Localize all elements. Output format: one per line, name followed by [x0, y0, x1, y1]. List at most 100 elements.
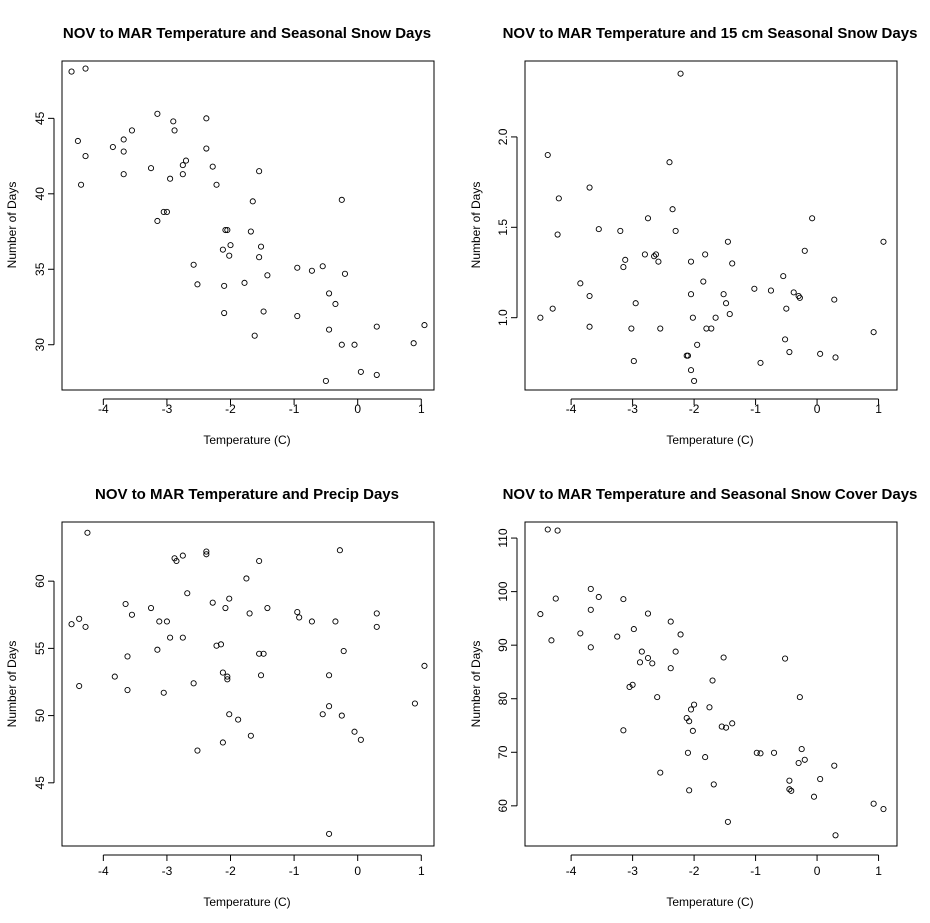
data-point [351, 728, 358, 735]
x-tick-label: 1 [875, 402, 882, 416]
x-tick-label: -1 [289, 864, 300, 878]
data-point [128, 127, 135, 134]
data-point [720, 291, 727, 298]
y-tick-label: 60 [496, 799, 510, 813]
data-point [326, 290, 333, 297]
data-point [817, 350, 824, 357]
data-point [783, 305, 790, 312]
data-point [689, 314, 696, 321]
data-point [160, 208, 167, 215]
data-point [706, 704, 713, 711]
data-point [257, 243, 265, 250]
data-point [702, 251, 709, 258]
data-point [78, 181, 85, 188]
y-tick-label: 1.0 [496, 309, 510, 326]
data-point [256, 254, 263, 261]
data-point [537, 611, 544, 618]
data-point [657, 769, 664, 776]
data-point [319, 263, 326, 270]
panel-title: NOV to MAR Temperature and Seasonal Snow… [503, 486, 918, 503]
data-point [219, 669, 226, 676]
data-point [82, 65, 89, 72]
x-axis-label: Temperature (C) [203, 433, 290, 447]
data-point [332, 300, 339, 308]
data-point [687, 706, 695, 713]
data-point [160, 689, 167, 696]
data-point [76, 682, 83, 690]
data-point [687, 291, 695, 298]
data-point [726, 311, 733, 318]
data-point [410, 340, 417, 347]
data-point [666, 159, 673, 166]
data-point [614, 633, 621, 640]
data-point [729, 720, 736, 727]
data-point [221, 309, 228, 317]
y-tick-label: 70 [496, 745, 510, 759]
data-point [219, 739, 226, 746]
data-point [124, 686, 131, 694]
y-axis-label: Number of Days [469, 182, 483, 269]
data-point [724, 238, 731, 245]
panel-snow-days: NOV to MAR Temperature and Seasonal Snow… [5, 25, 435, 447]
data-point [587, 606, 594, 613]
data-point [120, 171, 127, 178]
data-point [373, 371, 380, 378]
data-point [179, 171, 186, 178]
data-point [326, 830, 333, 837]
data-point [798, 746, 805, 753]
data-point [817, 776, 824, 783]
data-point [222, 226, 229, 234]
data-point [147, 604, 155, 612]
data-point [831, 296, 838, 303]
data-point [641, 251, 648, 258]
data-point [222, 604, 229, 612]
data-point [718, 723, 725, 730]
y-tick-label: 90 [496, 638, 510, 652]
data-point [171, 127, 178, 134]
data-point [154, 217, 161, 225]
y-tick-label: 110 [496, 528, 510, 547]
data-point [708, 325, 715, 332]
data-point [757, 750, 764, 757]
data-point [809, 215, 816, 222]
panel-title: NOV to MAR Temperature and Seasonal Snow… [63, 25, 431, 42]
data-point [411, 700, 418, 707]
data-point [795, 292, 802, 300]
x-tick-label: -2 [689, 864, 700, 878]
data-point [173, 557, 180, 565]
data-point [156, 618, 163, 625]
data-point [256, 557, 263, 565]
data-point [770, 749, 778, 756]
data-point [264, 272, 271, 279]
data-point [712, 314, 719, 321]
data-point [729, 260, 736, 267]
data-point [586, 323, 593, 330]
data-point [780, 273, 787, 280]
panel-title: NOV to MAR Temperature and 15 cm Seasona… [503, 25, 918, 42]
data-point [120, 136, 127, 143]
y-tick-label: 45 [33, 111, 47, 125]
data-point [644, 610, 652, 617]
y-tick-label: 35 [33, 262, 47, 276]
data-point [167, 634, 174, 641]
data-point [630, 626, 637, 633]
x-tick-label: -4 [566, 402, 577, 416]
data-point [586, 184, 593, 191]
data-point [74, 137, 81, 145]
data-point [351, 341, 358, 348]
data-point [326, 326, 333, 333]
data-point [179, 552, 186, 559]
data-point [194, 281, 201, 288]
data-point [703, 325, 710, 332]
data-point [796, 294, 803, 301]
x-tick-label: -4 [98, 402, 109, 416]
data-point [256, 650, 263, 657]
data-point [880, 238, 887, 245]
data-point [227, 242, 234, 249]
data-point [182, 157, 190, 164]
data-point [219, 246, 226, 253]
x-tick-label: -2 [225, 402, 236, 416]
data-point [548, 637, 555, 644]
data-point [209, 599, 216, 606]
x-tick-label: 0 [354, 864, 361, 878]
